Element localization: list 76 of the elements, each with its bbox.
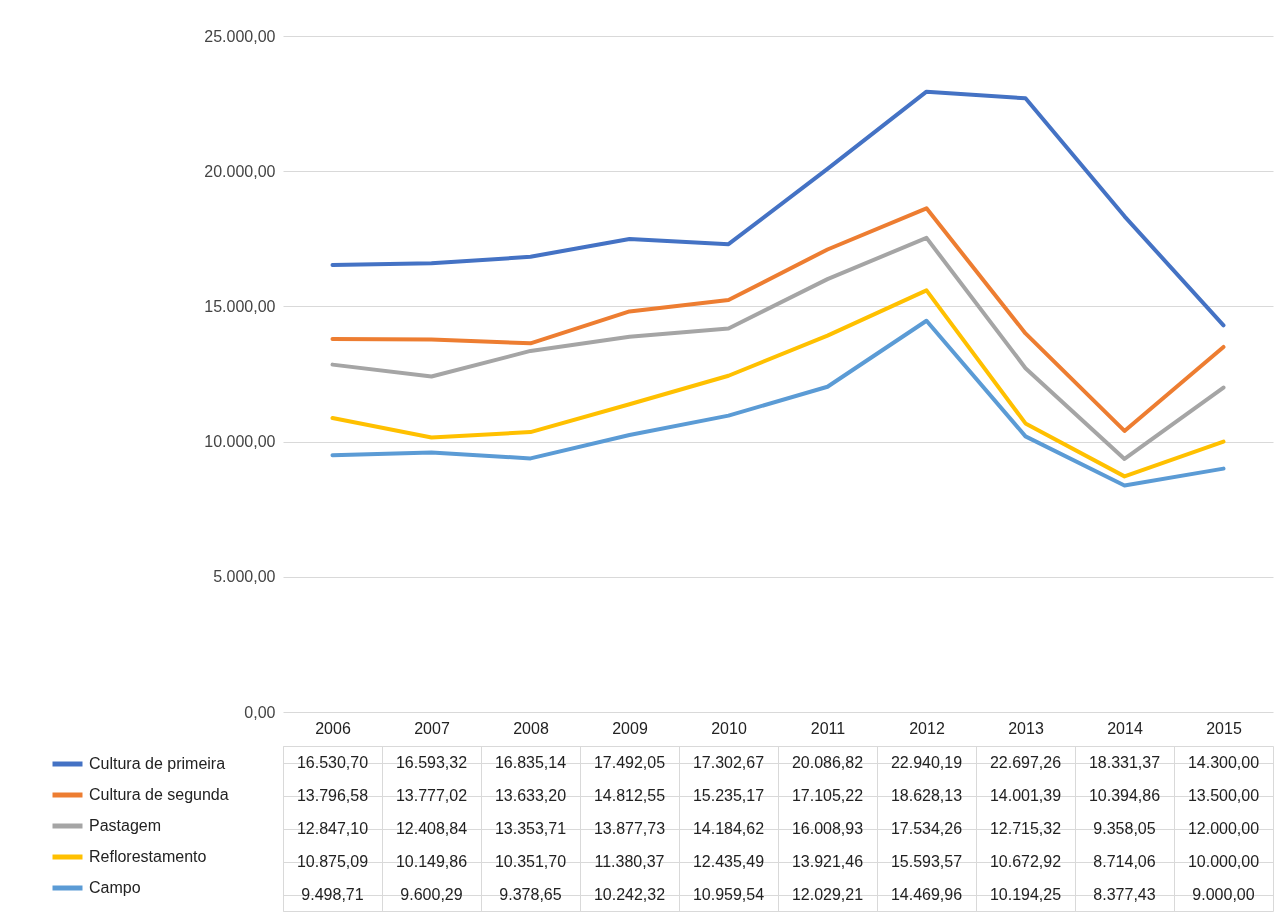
y-tick-label: 10.000,00 xyxy=(204,433,276,451)
data-label: 10.000,00 xyxy=(1187,852,1260,870)
data-label: 16.008,93 xyxy=(791,819,864,837)
x-tick-label: 2007 xyxy=(414,719,450,737)
data-label: 13.796,58 xyxy=(296,786,369,804)
y-tick-label: 15.000,00 xyxy=(204,297,276,315)
data-label: 22.697,26 xyxy=(989,753,1062,771)
data-label: 12.715,32 xyxy=(989,819,1062,837)
data-label: 10.959,54 xyxy=(692,885,765,903)
data-label: 11.380,37 xyxy=(594,852,665,870)
data-label: 8.714,06 xyxy=(1093,852,1156,870)
data-label: 14.300,00 xyxy=(1187,753,1260,771)
data-label: 17.492,05 xyxy=(593,753,666,771)
data-label: 18.628,13 xyxy=(890,786,963,804)
line-series xyxy=(330,206,1226,433)
data-label: 13.353,71 xyxy=(494,819,567,837)
data-label: 13.877,73 xyxy=(593,819,666,837)
y-tick-label: 0,00 xyxy=(244,703,276,721)
data-label: 10.194,25 xyxy=(989,885,1062,903)
line-series xyxy=(330,235,1226,461)
legend-label: Cultura de segunda xyxy=(89,786,229,803)
legend-label: Campo xyxy=(89,879,141,896)
line-series xyxy=(330,318,1226,488)
x-tick-label: 2008 xyxy=(513,719,549,737)
data-label: 12.408,84 xyxy=(395,819,468,837)
line-series xyxy=(330,89,1226,328)
data-label: 17.105,22 xyxy=(791,786,864,804)
data-label: 13.633,20 xyxy=(494,786,567,804)
x-tick-label: 2006 xyxy=(315,719,351,737)
data-label: 8.377,43 xyxy=(1093,885,1156,903)
data-label: 14.812,55 xyxy=(593,786,666,804)
data-label: 16.530,70 xyxy=(296,753,369,771)
data-label: 14.469,96 xyxy=(890,885,963,903)
data-label: 13.500,00 xyxy=(1187,786,1260,804)
data-label: 16.835,14 xyxy=(494,753,567,771)
data-label: 9.378,65 xyxy=(499,885,562,903)
data-label: 15.593,57 xyxy=(890,852,963,870)
data-label: 10.875,09 xyxy=(296,852,369,870)
data-label: 20.086,82 xyxy=(791,753,864,771)
data-label: 12.000,00 xyxy=(1187,819,1260,837)
legend-label: Pastagem xyxy=(89,817,162,834)
data-label: 12.029,21 xyxy=(791,885,864,903)
y-tick-label: 5.000,00 xyxy=(213,568,276,586)
data-label: 10.394,86 xyxy=(1088,786,1161,804)
data-label: 9.000,00 xyxy=(1192,885,1255,903)
data-label: 14.001,39 xyxy=(989,786,1062,804)
x-tick-label: 2011 xyxy=(810,719,846,737)
x-tick-label: 2013 xyxy=(1008,719,1044,737)
y-tick-label: 25.000,00 xyxy=(204,27,276,45)
x-tick-label: 2012 xyxy=(909,719,945,737)
data-label: 12.435,49 xyxy=(692,852,765,870)
data-label: 9.600,29 xyxy=(400,885,463,903)
data-label: 10.242,32 xyxy=(593,885,666,903)
data-label: 22.940,19 xyxy=(890,753,963,771)
data-label: 17.302,67 xyxy=(692,753,765,771)
x-tick-label: 2015 xyxy=(1206,719,1242,737)
data-label: 13.921,46 xyxy=(791,852,864,870)
data-label: 10.351,70 xyxy=(494,852,567,870)
data-label: 15.235,17 xyxy=(692,786,765,804)
y-tick-label: 20.000,00 xyxy=(204,162,276,180)
legend-label: Reflorestamento xyxy=(89,848,207,865)
data-label: 9.358,05 xyxy=(1093,819,1156,837)
data-label: 18.331,37 xyxy=(1088,753,1161,771)
x-tick-label: 2010 xyxy=(711,719,747,737)
data-label: 9.498,71 xyxy=(301,885,364,903)
data-label: 14.184,62 xyxy=(692,819,765,837)
data-label: 10.672,92 xyxy=(989,852,1062,870)
data-label: 16.593,32 xyxy=(395,753,468,771)
legend-label: Cultura de primeira xyxy=(89,755,226,772)
x-tick-label: 2009 xyxy=(612,719,648,737)
data-label: 17.534,26 xyxy=(890,819,963,837)
x-tick-label: 2014 xyxy=(1107,719,1143,737)
data-label: 10.149,86 xyxy=(395,852,468,870)
data-label: 13.777,02 xyxy=(395,786,468,804)
data-label: 12.847,10 xyxy=(296,819,369,837)
line-series xyxy=(330,288,1226,479)
